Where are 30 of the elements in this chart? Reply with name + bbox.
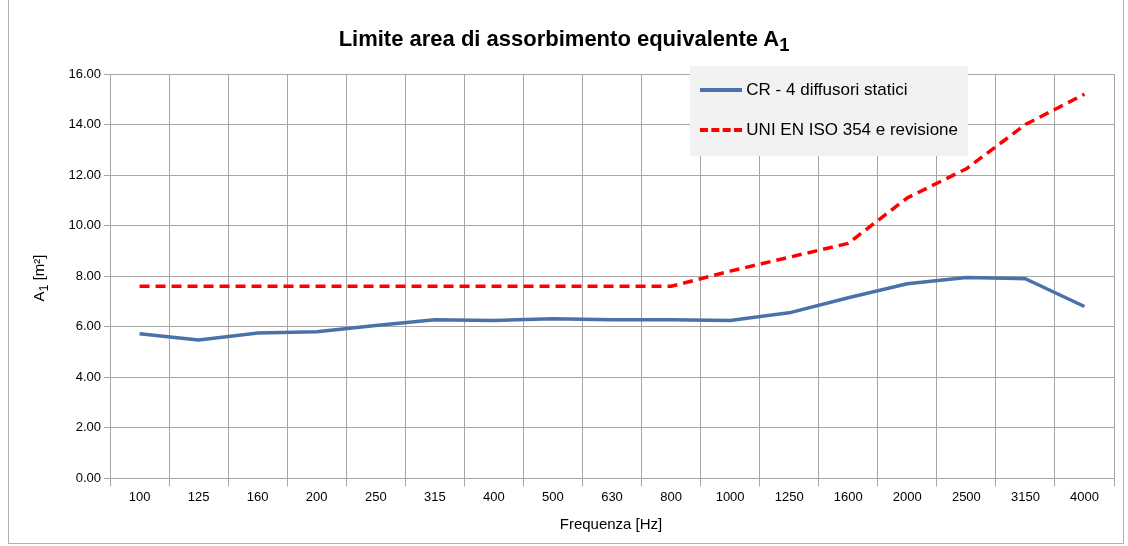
y-tick-label: 6.00: [75, 318, 101, 334]
x-tick-label: 800: [660, 488, 682, 504]
x-tick-label: 250: [364, 488, 387, 504]
x-tick-label: 100: [128, 488, 151, 504]
legend-label: CR - 4 diffusori statici: [746, 80, 908, 100]
x-tick-label: 2000: [892, 488, 922, 504]
x-tick-label: 1600: [833, 488, 863, 504]
chart-title: Limite area di assorbimento equivalente A$_{1}$: [337, 26, 791, 57]
x-tick-label: 630: [601, 488, 623, 504]
y-tick-label: 14.00: [68, 116, 101, 132]
x-tick-label: 1250: [774, 488, 804, 504]
y-tick-label: 0.00: [75, 469, 101, 485]
legend-label: UNI EN ISO 354 e revisione: [746, 120, 958, 140]
x-tick-label: 3150: [1010, 488, 1040, 504]
y-tick-label: 12.00: [68, 166, 101, 182]
y-tick-label: 8.00: [75, 267, 101, 283]
x-tick-label: 2500: [951, 488, 981, 504]
x-tick-label: 4000: [1070, 488, 1099, 504]
x-tick-label: 500: [542, 488, 564, 504]
y-tick-label: 10.00: [68, 217, 101, 233]
y-tick-label: 16.00: [68, 65, 101, 81]
x-tick-label: 200: [305, 488, 328, 504]
x-tick-label: 400: [483, 488, 505, 504]
x-tick-label: 315: [423, 488, 446, 504]
x-tick-label: 1000: [715, 488, 745, 504]
x-tick-label: 160: [246, 488, 269, 504]
y-tick-label: 2.00: [75, 419, 101, 435]
x-axis-title: Frequenza [Hz]: [558, 515, 664, 532]
y-tick-label: 4.00: [75, 368, 101, 384]
x-tick-label: 125: [187, 488, 210, 504]
